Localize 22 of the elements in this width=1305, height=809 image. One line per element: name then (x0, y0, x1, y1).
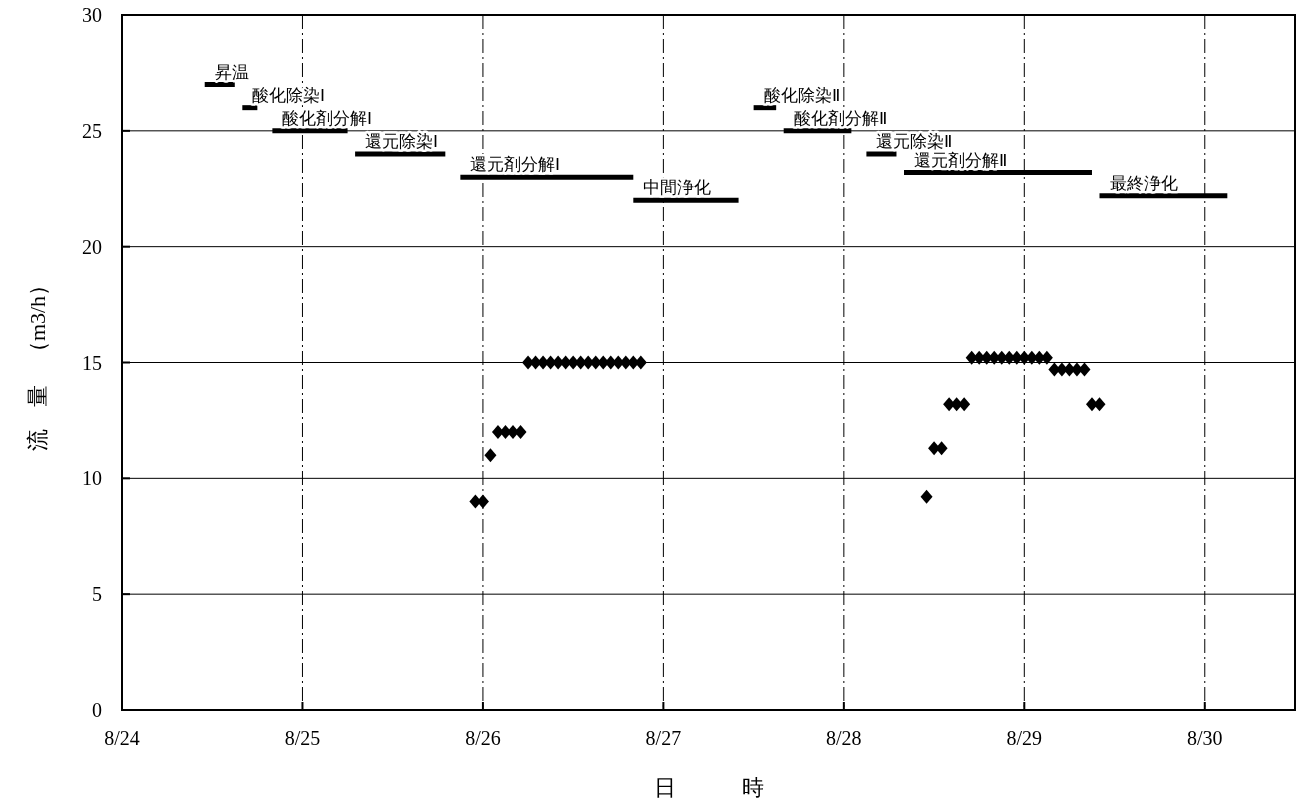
y-axis-title: 流 量 （m3/h） (25, 273, 50, 452)
y-tick-label: 30 (82, 4, 102, 26)
series-label: 最終浄化 (1109, 173, 1178, 193)
x-tick-label: 8/30 (1186, 727, 1223, 749)
y-tick-label: 20 (82, 235, 102, 258)
series-label: 酸化除染Ⅱ (763, 85, 840, 105)
y-tick-label: 15 (82, 351, 102, 374)
y-tick-label: 0 (92, 699, 102, 721)
x-tick-label: 8/24 (104, 727, 140, 749)
x-tick-label: 8/25 (284, 727, 321, 749)
x-tick-label: 8/29 (1006, 727, 1043, 749)
y-tick-label: 25 (82, 119, 102, 142)
x-tick-label: 8/27 (645, 727, 682, 749)
x-axis-title: 日 時 (653, 775, 764, 800)
series-label: 還元除染Ⅰ (365, 132, 439, 151)
y-tick-label: 10 (82, 467, 102, 490)
series-label: 昇温 (214, 62, 249, 82)
series-label: 還元除染Ⅱ (876, 132, 953, 151)
x-tick-label: 8/28 (826, 727, 862, 749)
x-tick-label: 8/26 (465, 727, 501, 749)
y-tick-label: 5 (92, 583, 102, 606)
series-label: 還元剤分解Ⅱ (914, 150, 1007, 170)
